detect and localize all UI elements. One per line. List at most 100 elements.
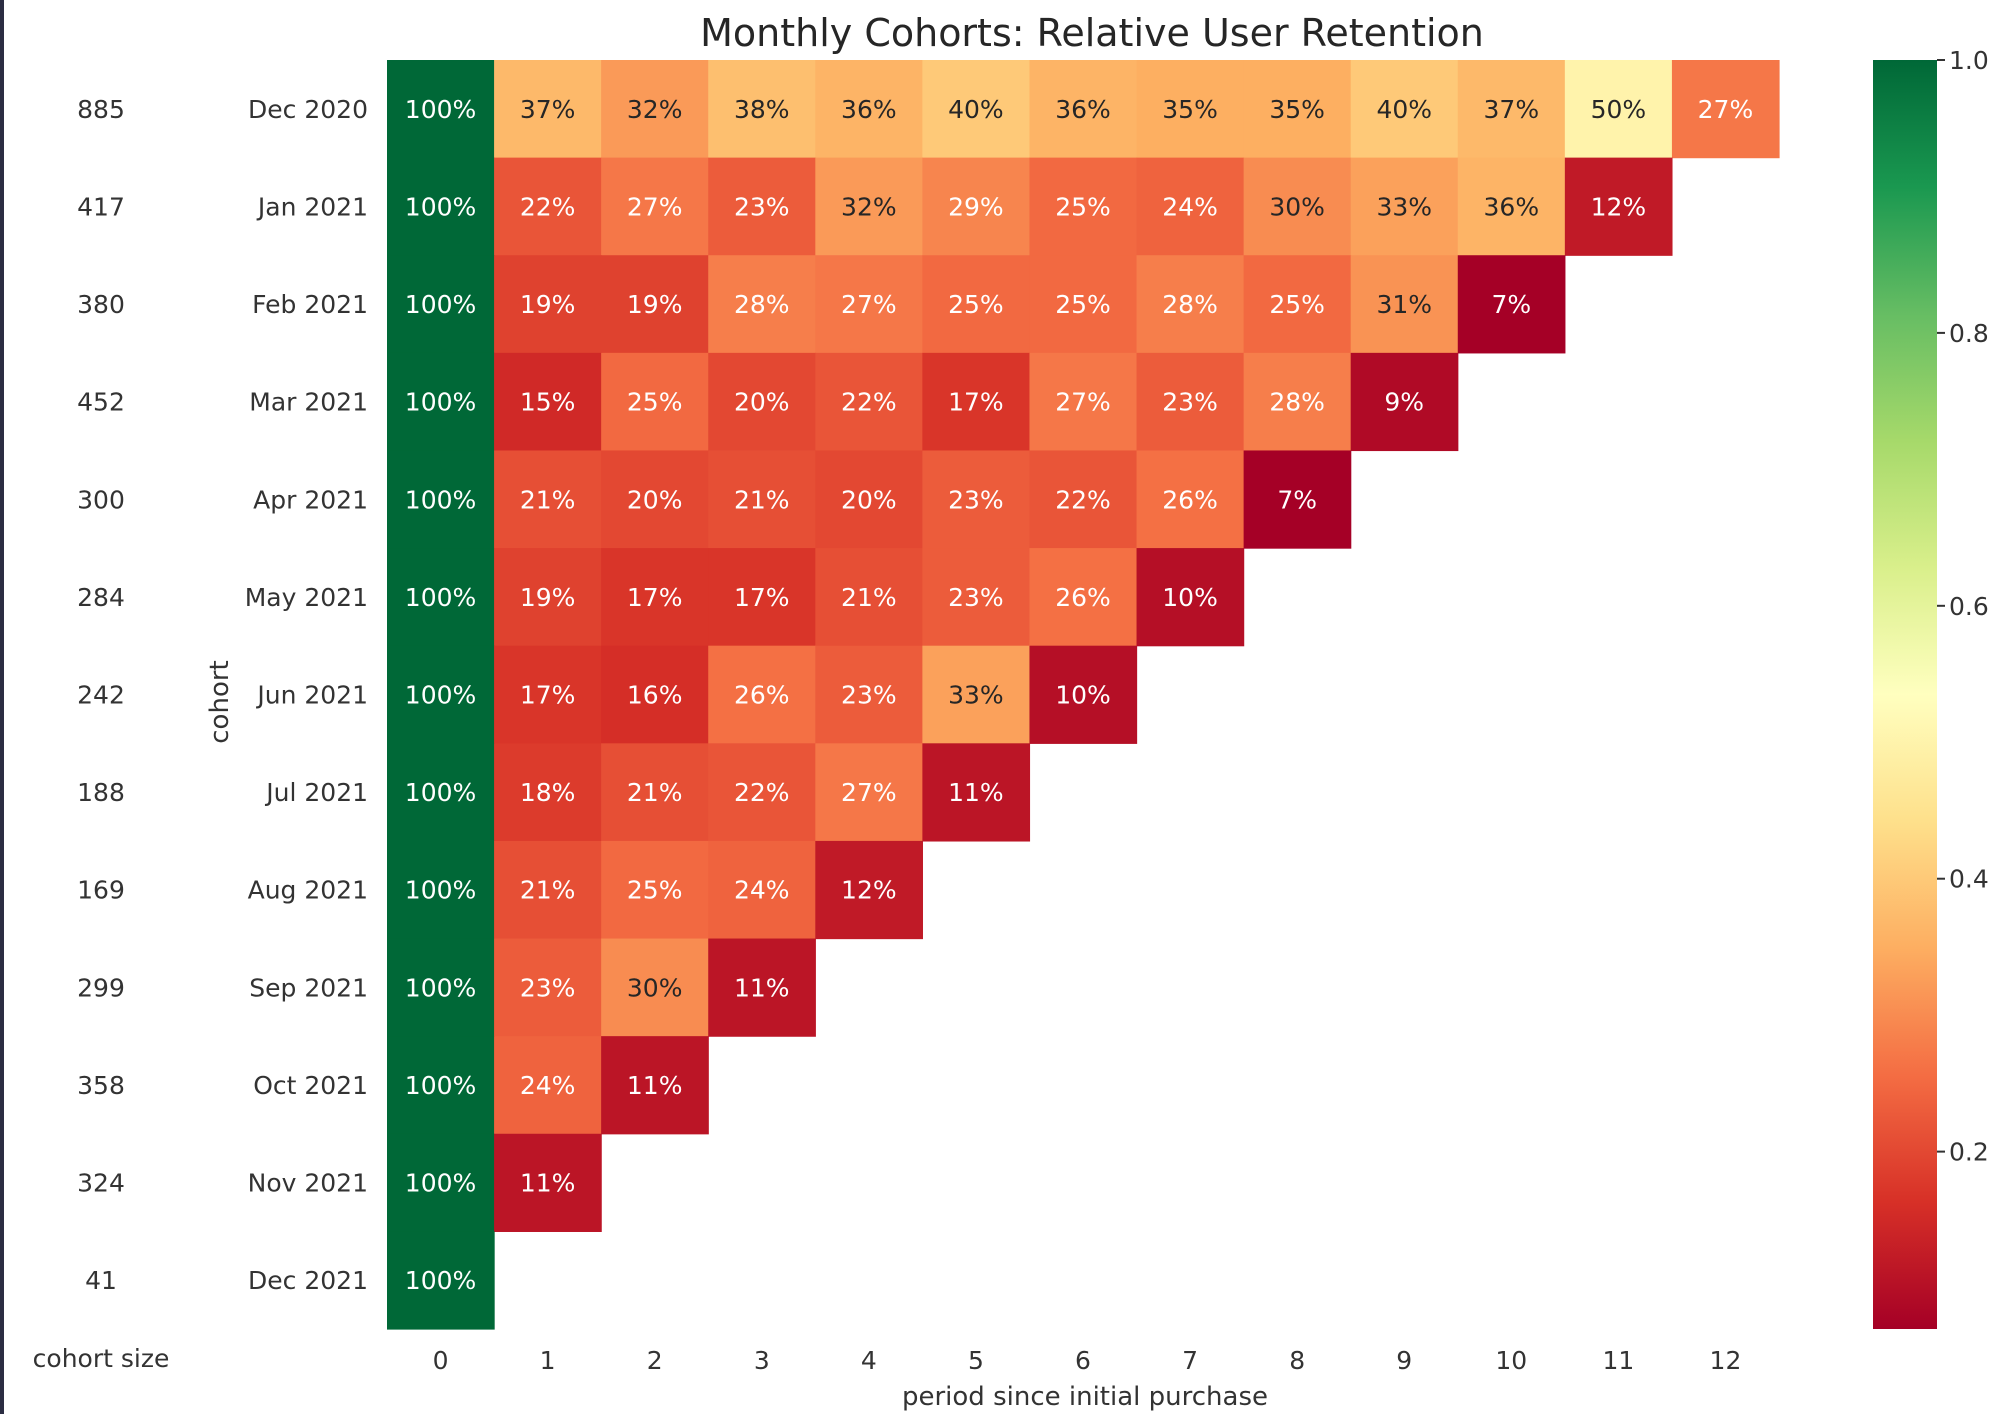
cohort-size-value: 885 bbox=[77, 95, 125, 124]
cell-value-label: 37% bbox=[1484, 95, 1540, 124]
cell-value-label: 21% bbox=[520, 485, 576, 514]
cohort-size-value: 41 bbox=[85, 1266, 117, 1295]
cell-value-label: 100% bbox=[405, 876, 476, 905]
cohort-label: Dec 2021 bbox=[248, 1266, 368, 1295]
heatmap-cell bbox=[494, 450, 602, 549]
heatmap-cell bbox=[494, 548, 602, 647]
heatmap-cell bbox=[494, 60, 602, 159]
heatmap-cell bbox=[387, 743, 495, 842]
cohort-size-value: 417 bbox=[77, 192, 125, 221]
cell-value-label: 17% bbox=[948, 388, 1004, 417]
cell-value-label: 10% bbox=[1162, 583, 1218, 612]
heatmap-cell bbox=[708, 743, 816, 842]
cell-value-label: 28% bbox=[1162, 290, 1218, 319]
heatmap-cell bbox=[1457, 60, 1566, 159]
heatmap-cell bbox=[922, 450, 1031, 549]
heatmap-cell bbox=[1136, 548, 1245, 647]
cohort-label: Aug 2021 bbox=[248, 876, 368, 905]
heatmap-cell bbox=[1029, 352, 1138, 452]
cell-value-label: 33% bbox=[1376, 192, 1432, 221]
cell-value-label: 27% bbox=[841, 778, 897, 807]
x-tick-label: 4 bbox=[861, 1346, 877, 1375]
cohort-label: Oct 2021 bbox=[253, 1071, 368, 1100]
heatmap-cell bbox=[601, 548, 709, 647]
heatmap-cell bbox=[708, 548, 816, 647]
cell-value-label: 22% bbox=[520, 192, 576, 221]
heatmap-cell bbox=[815, 450, 923, 549]
heatmap-cell bbox=[815, 645, 923, 744]
cell-value-label: 22% bbox=[1055, 485, 1111, 514]
cell-value-label: 23% bbox=[948, 485, 1004, 514]
cohort-size-labels: 885 417 380 452 300 284 242 188 169 299 358 324 41 bbox=[77, 95, 125, 1295]
heatmap-cell bbox=[922, 352, 1031, 452]
cell-value-label: 11% bbox=[520, 1169, 576, 1198]
cohort-size-value: 299 bbox=[77, 973, 125, 1002]
cell-value-label: 24% bbox=[1162, 192, 1218, 221]
cohort-label: Jan 2021 bbox=[256, 192, 368, 221]
cell-value-label: 7% bbox=[1491, 290, 1531, 319]
heatmap-cell bbox=[601, 938, 709, 1037]
cell-value-label: 7% bbox=[1277, 485, 1317, 514]
cell-value-label: 16% bbox=[627, 681, 683, 710]
y-axis-label: cohort bbox=[205, 660, 235, 743]
cohort-labels: Dec 2020 Jan 2021 Feb 2021 Mar 2021 Apr 2021… bbox=[245, 95, 368, 1295]
cohort-size-value: 452 bbox=[77, 388, 125, 417]
heatmap-cell bbox=[708, 645, 816, 744]
x-tick-label: 8 bbox=[1289, 1346, 1305, 1375]
heatmap-cell bbox=[387, 1133, 495, 1232]
cohort-size-value: 358 bbox=[77, 1071, 125, 1100]
heatmap-cell bbox=[601, 60, 709, 159]
heatmap-cell bbox=[1029, 548, 1138, 647]
cell-value-label: 19% bbox=[520, 290, 576, 319]
cell-value-label: 33% bbox=[948, 681, 1004, 710]
heatmap-cell bbox=[1243, 450, 1352, 549]
heatmap-cell bbox=[1564, 60, 1673, 159]
cell-value-label: 36% bbox=[1484, 192, 1540, 221]
cell-value-label: 22% bbox=[841, 388, 897, 417]
heatmap-cell bbox=[601, 255, 709, 354]
cohort-size-value: 380 bbox=[77, 290, 125, 319]
heatmap-cell bbox=[922, 743, 1031, 842]
heatmap-cell bbox=[1136, 450, 1245, 549]
colorbar-tick-label: 0.2 bbox=[1949, 1138, 1989, 1167]
heatmap-cell bbox=[1136, 157, 1245, 256]
heatmap-cell bbox=[1350, 352, 1459, 452]
heatmap-cell bbox=[1243, 157, 1352, 256]
cell-value-label: 18% bbox=[520, 778, 576, 807]
heatmap-cell bbox=[815, 60, 923, 159]
x-tick-label: 9 bbox=[1396, 1346, 1412, 1375]
cell-value-label: 100% bbox=[405, 1169, 476, 1198]
heatmap-cell bbox=[1350, 255, 1459, 354]
cell-value-label: 100% bbox=[405, 1071, 476, 1100]
cell-value-label: 24% bbox=[734, 876, 790, 905]
heatmap-cell bbox=[494, 1036, 602, 1135]
colorbar-tick-label: 0.8 bbox=[1949, 319, 1989, 348]
cell-value-label: 100% bbox=[405, 681, 476, 710]
cohort-size-value: 300 bbox=[77, 485, 125, 514]
x-tick-label: 3 bbox=[754, 1346, 770, 1375]
cell-value-label: 25% bbox=[627, 876, 683, 905]
heatmap-cell bbox=[815, 548, 923, 647]
cohort-label: Jul 2021 bbox=[264, 778, 368, 807]
heatmap-cell bbox=[494, 255, 602, 354]
cell-value-label: 23% bbox=[948, 583, 1004, 612]
cell-value-label: 21% bbox=[627, 778, 683, 807]
cell-value-label: 27% bbox=[1698, 95, 1754, 124]
heatmap-cell bbox=[494, 938, 602, 1037]
cell-value-label: 36% bbox=[841, 95, 897, 124]
cell-value-label: 21% bbox=[520, 876, 576, 905]
heatmap-cell bbox=[387, 60, 495, 159]
cell-value-label: 19% bbox=[520, 583, 576, 612]
cell-value-label: 100% bbox=[405, 778, 476, 807]
cell-value-label: 24% bbox=[520, 1071, 576, 1100]
heatmap-cell bbox=[815, 840, 923, 940]
heatmap-cell bbox=[387, 840, 495, 940]
heatmap-cell bbox=[1136, 255, 1245, 354]
x-tick-labels: 0 1 2 3 4 5 6 7 8 9 10 11 12 bbox=[433, 1346, 1742, 1375]
cohort-size-value: 169 bbox=[77, 876, 125, 905]
colorbar: 0.2 0.4 0.6 0.8 1.0 bbox=[1873, 46, 1989, 1329]
cell-value-label: 40% bbox=[948, 95, 1004, 124]
heatmap-cell bbox=[1243, 352, 1352, 452]
